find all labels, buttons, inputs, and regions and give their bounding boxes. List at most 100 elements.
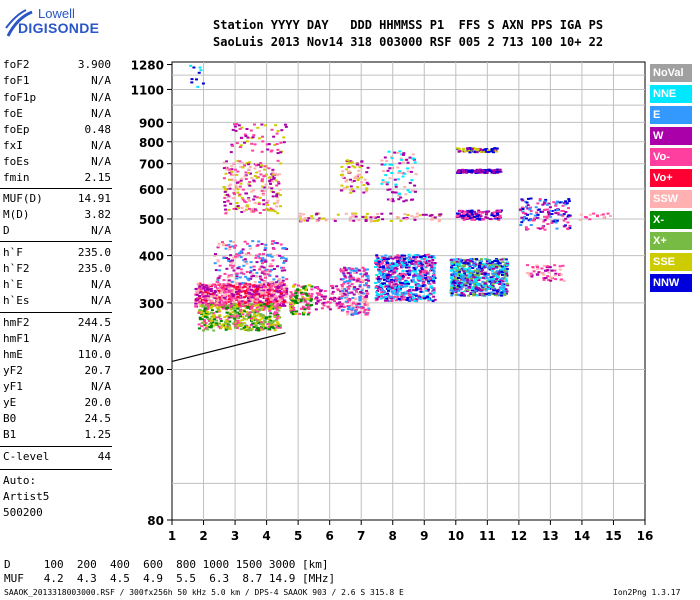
- echo-point: [467, 267, 471, 270]
- param-key: hmE: [3, 348, 23, 361]
- echo-point: [243, 258, 247, 261]
- echo-point: [407, 272, 411, 275]
- param-value: 110.0: [77, 348, 111, 361]
- echo-point: [421, 270, 425, 273]
- echo-point: [386, 169, 390, 172]
- echo-point: [252, 303, 256, 306]
- echo-point: [205, 303, 208, 306]
- echo-point: [411, 294, 414, 297]
- echo-point: [382, 256, 386, 259]
- x-tick-label: 5: [294, 529, 302, 543]
- echo-point: [253, 195, 257, 198]
- echo-point: [248, 285, 252, 288]
- echo-point: [496, 290, 500, 293]
- echo-point: [546, 223, 550, 225]
- echo-point: [400, 297, 403, 300]
- divider: [0, 312, 112, 313]
- echo-point: [549, 279, 553, 282]
- echo-point: [413, 161, 417, 164]
- echo-point: [360, 181, 363, 184]
- echo-point: [414, 261, 418, 264]
- digisonde-logo: Lowell DIGISONDE: [4, 4, 104, 44]
- echo-point: [269, 182, 272, 185]
- echo-point: [386, 276, 389, 279]
- echo-point: [379, 277, 383, 280]
- echo-point: [238, 193, 242, 196]
- echo-point: [262, 253, 265, 255]
- echo-point: [247, 172, 250, 174]
- echo-point: [247, 291, 251, 294]
- echo-point: [282, 141, 286, 144]
- echo-point: [415, 260, 419, 263]
- param-key: fxI: [3, 139, 23, 152]
- echo-point: [196, 297, 200, 300]
- echo-point: [560, 278, 564, 281]
- echo-point: [233, 123, 236, 126]
- echo-point: [268, 309, 272, 312]
- echo-point: [388, 280, 391, 283]
- echo-point: [431, 256, 434, 259]
- echo-point: [332, 218, 336, 221]
- echo-point: [360, 307, 364, 310]
- echo-point: [351, 213, 355, 216]
- echo-point: [212, 312, 215, 315]
- echo-point: [351, 212, 355, 215]
- echo-point: [270, 265, 274, 268]
- echo-point: [391, 262, 395, 265]
- echo-point: [481, 149, 485, 152]
- echo-point: [245, 242, 249, 245]
- echo-point: [268, 287, 272, 290]
- echo-point: [276, 152, 280, 155]
- echo-point: [244, 171, 248, 174]
- echo-point: [501, 287, 505, 290]
- echo-point: [454, 283, 458, 286]
- echo-point: [562, 279, 566, 282]
- echo-point: [292, 302, 296, 305]
- echo-point: [472, 276, 476, 279]
- echo-point: [278, 188, 282, 191]
- echo-point: [227, 243, 231, 246]
- echo-point: [369, 219, 373, 222]
- echo-point: [310, 285, 314, 288]
- echo-point: [493, 217, 497, 220]
- echo-point: [469, 293, 473, 295]
- echo-point: [271, 168, 275, 171]
- echo-point: [232, 191, 236, 194]
- echo-point: [245, 303, 249, 306]
- echo-point: [463, 272, 466, 275]
- echo-point: [389, 220, 393, 222]
- echo-point: [413, 268, 417, 271]
- legend-entry: Vo+: [650, 169, 692, 187]
- echo-point: [276, 323, 280, 326]
- echo-point: [367, 286, 371, 289]
- echo-point: [566, 221, 570, 224]
- echo-point: [461, 277, 465, 280]
- echo-point: [398, 192, 401, 195]
- y-tick-label: 900: [139, 116, 164, 130]
- echo-point: [276, 148, 280, 151]
- echo-point: [257, 201, 261, 204]
- distance-row: D 100 200 400 600 800 1000 1500 3000 [km…: [4, 558, 329, 571]
- echo-point: [246, 326, 249, 329]
- echo-point: [264, 327, 268, 330]
- echo-point: [490, 150, 494, 153]
- echo-point: [479, 215, 483, 218]
- echo-point: [190, 81, 194, 84]
- echo-point: [204, 326, 208, 329]
- echo-point: [479, 150, 483, 153]
- echo-point: [215, 287, 219, 290]
- echo-point: [260, 317, 264, 319]
- echo-point: [347, 299, 350, 302]
- echo-point: [262, 193, 266, 196]
- echo-point: [224, 244, 228, 247]
- echo-point: [478, 277, 482, 280]
- echo-point: [473, 291, 477, 294]
- echo-point: [268, 328, 272, 331]
- echo-point: [390, 297, 394, 300]
- echo-point: [232, 300, 236, 303]
- echo-point: [475, 217, 479, 220]
- echo-point: [261, 301, 265, 304]
- echo-point: [470, 286, 474, 289]
- echo-point: [480, 273, 484, 275]
- echo-point: [348, 276, 352, 279]
